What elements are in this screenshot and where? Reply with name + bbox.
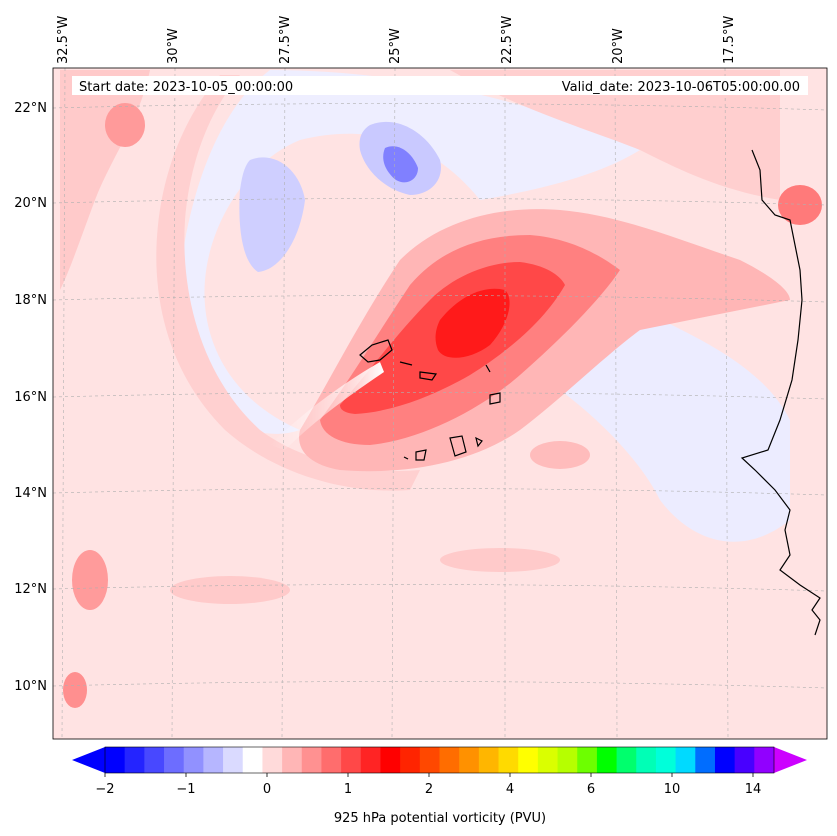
colorbar-cell (636, 747, 657, 773)
lon-label: 25°W (388, 28, 403, 64)
colorbar-cell (164, 747, 185, 773)
colorbar-cell (655, 747, 677, 773)
lon-label: 20°W (611, 28, 626, 64)
colorbar-cell (282, 747, 303, 773)
colorbar-cell (557, 747, 578, 773)
map-panel (53, 68, 827, 739)
colorbar-tick-label: 0 (263, 782, 271, 797)
colorbar-cell (341, 747, 362, 773)
latitude-labels: 22°N 20°N 18°N 16°N 14°N 12°N 10°N (14, 101, 47, 694)
colorbar-cell (596, 747, 618, 773)
colorbar-cell (616, 747, 637, 773)
colorbar-cell (537, 747, 559, 773)
colorbar-cell (419, 747, 440, 773)
lat-label: 12°N (14, 582, 47, 597)
colorbar-title: 925 hPa potential vorticity (PVU) (334, 811, 546, 826)
pv-patch-south-1 (530, 441, 590, 469)
colorbar-cell (105, 747, 126, 773)
colorbar-cell (360, 747, 381, 773)
colorbar-outline (104, 746, 775, 774)
colorbar-ticks (104, 773, 754, 777)
colorbar-cell (242, 747, 263, 773)
pv-band-left-arc (156, 75, 420, 491)
colorbar-tick-label: 6 (587, 782, 595, 797)
cape-verde-islands (359, 339, 501, 461)
colorbar-tick-label: −1 (176, 782, 195, 797)
longitude-labels: 32.5°W 30°W 27.5°W 25°W 22.5°W 20°W 17.5… (56, 16, 737, 64)
colorbar-tick-label: 10 (664, 782, 681, 797)
lon-label: 27.5°W (278, 16, 293, 64)
pv-filament-core (435, 288, 510, 358)
colorbar-extend-low (72, 747, 105, 773)
lon-label: 17.5°W (722, 16, 737, 64)
colorbar-tick-labels: −2 −1 0 1 2 4 6 10 14 (95, 782, 761, 797)
colorbar-tick-label: 14 (745, 782, 762, 797)
colorbar-cell (695, 747, 716, 773)
map-frame (52, 67, 828, 740)
colorbar-cell (498, 747, 519, 773)
pv-patch-west-2 (63, 672, 87, 708)
colorbar-cell (439, 747, 460, 773)
header-box (72, 76, 808, 95)
lat-label: 18°N (14, 293, 47, 308)
lon-label: 32.5°W (56, 16, 71, 64)
pv-patch-coast (778, 185, 822, 225)
colorbar-cell (714, 747, 736, 773)
lon-label: 22.5°W (500, 16, 515, 64)
colorbar-cell (478, 747, 500, 773)
pv-negative-core (383, 146, 418, 183)
colorbar-cell (675, 747, 696, 773)
lat-label: 10°N (14, 679, 47, 694)
colorbar-cell (124, 747, 145, 773)
colorbar-cell (183, 747, 204, 773)
lat-label: 20°N (14, 196, 47, 211)
pv-patch-west-1 (72, 550, 108, 610)
lat-label: 22°N (14, 101, 47, 116)
lat-label: 16°N (14, 390, 47, 405)
colorbar-cells (105, 747, 775, 773)
valid-date-label: Valid_date: 2023-10-06T05:00:00.00 (562, 80, 800, 95)
colorbar-cell (321, 747, 342, 773)
graticule (53, 68, 827, 739)
colorbar-cell (734, 747, 755, 773)
lat-label: 14°N (14, 486, 47, 501)
colorbar-tick-label: 2 (425, 782, 433, 797)
colorbar-tick-label: 4 (506, 782, 514, 797)
colorbar-tick-label: 1 (344, 782, 352, 797)
start-date-label: Start date: 2023-10-05_00:00:00 (79, 80, 293, 95)
colorbar-cell (380, 747, 401, 773)
pv-negative-region-arc (180, 70, 641, 434)
colorbar-tick-label: −2 (95, 782, 114, 797)
pv-patch-south-2 (170, 576, 290, 604)
colorbar-cell (144, 747, 165, 773)
pv-patch-south-3 (440, 548, 560, 572)
pv-negative-region-east (560, 300, 790, 542)
africa-coastline (740, 149, 821, 636)
colorbar-cell (301, 747, 322, 773)
colorbar-extend-high (774, 747, 807, 773)
pv-patch-north-1 (105, 103, 145, 147)
colorbar-cell (203, 747, 224, 773)
colorbar: −2 −1 0 1 2 4 6 10 14 925 hPa potential … (72, 746, 807, 826)
colorbar-cell (459, 747, 480, 773)
colorbar-cell (223, 747, 244, 773)
lon-label: 30°W (166, 28, 181, 64)
colorbar-cell (518, 747, 539, 773)
pv-low-tongue (270, 362, 384, 450)
colorbar-cell (262, 747, 283, 773)
colorbar-cell (754, 747, 775, 773)
pv-negative-patch-west (239, 157, 305, 272)
colorbar-cell (400, 747, 421, 773)
colorbar-cell (577, 747, 598, 773)
